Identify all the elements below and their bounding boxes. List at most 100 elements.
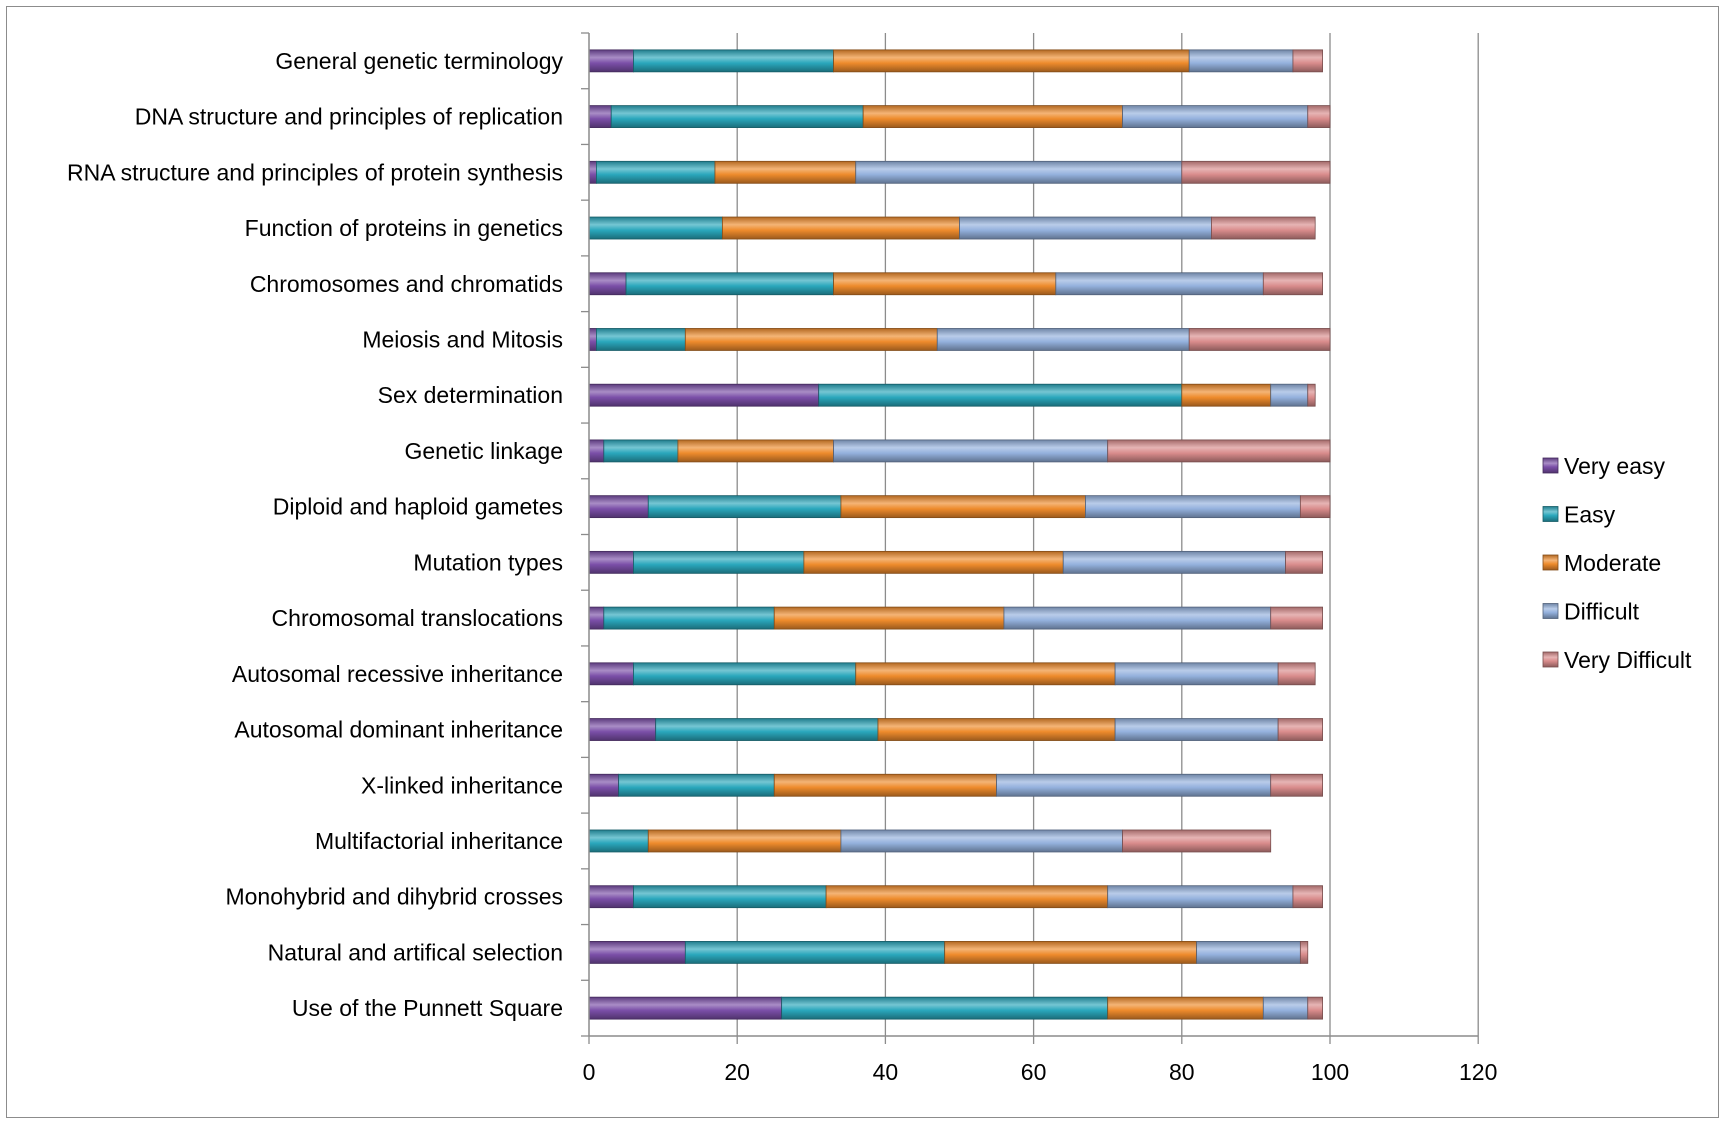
bar-chromosomes-and-chromatids-very-difficult [1262, 272, 1323, 296]
chart-frame [6, 6, 1719, 1118]
bar-genetic-linkage-difficult [833, 439, 1109, 463]
bar-mutation-types-difficult [1062, 550, 1286, 574]
bar-dna-structure-and-principles-of-replication-easy [610, 105, 864, 128]
bar-natural-and-artifical-selection-easy [684, 941, 946, 964]
bar-use-of-the-punnett-square-very-difficult [1307, 996, 1323, 1020]
bar-chromosomes-and-chromatids-moderate [833, 272, 1057, 296]
category-label-diploid-and-haploid-gametes: Diploid and haploid gametes [273, 494, 563, 520]
bar-chromosomes-and-chromatids-very-easy [588, 272, 627, 296]
bar-function-of-proteins-in-genetics-difficult [959, 216, 1212, 240]
legend-label-difficult: Difficult [1564, 599, 1640, 625]
category-label-chromosomes-and-chromatids: Chromosomes and chromatids [250, 271, 563, 297]
bar-autosomal-dominant-inheritance-moderate [877, 718, 1116, 741]
bar-dna-structure-and-principles-of-replication-difficult [1122, 105, 1309, 128]
bar-sex-determination-difficult [1270, 383, 1309, 407]
x-tick-label-120: 120 [1459, 1059, 1497, 1085]
bar-use-of-the-punnett-square-moderate [1107, 996, 1264, 1020]
bar-natural-and-artifical-selection-very-easy [588, 941, 686, 964]
category-label-meiosis-and-mitosis: Meiosis and Mitosis [362, 326, 563, 352]
bar-genetic-linkage-very-easy [588, 439, 605, 463]
bar-x-linked-inheritance-moderate [773, 773, 997, 797]
bar-sex-determination-very-easy [588, 383, 820, 407]
bar-dna-structure-and-principles-of-replication-very-easy [588, 105, 612, 128]
bar-chromosomes-and-chromatids-easy [625, 272, 834, 296]
legend-swatch-difficult [1542, 603, 1559, 619]
bar-sex-determination-easy [818, 383, 1183, 407]
x-tick-label-100: 100 [1311, 1059, 1349, 1085]
bar-chromosomes-and-chromatids-difficult [1055, 272, 1264, 296]
bar-meiosis-and-mitosis-difficult [936, 328, 1190, 351]
bar-rna-structure-and-principles-of-protein-synthesis-difficult [855, 160, 1183, 184]
bar-diploid-and-haploid-gametes-difficult [1085, 495, 1301, 519]
bar-multifactorial-inheritance-easy [588, 829, 649, 853]
bar-x-linked-inheritance-difficult [996, 773, 1272, 797]
bar-chromosomal-translocations-very-difficult [1270, 606, 1323, 630]
category-label-mutation-types: Mutation types [413, 549, 563, 575]
bar-dna-structure-and-principles-of-replication-moderate [862, 105, 1123, 128]
bar-monohybrid-and-dihybrid-crosses-moderate [825, 885, 1109, 909]
legend-swatch-moderate [1542, 554, 1559, 571]
bar-meiosis-and-mitosis-very-difficult [1188, 328, 1331, 351]
bar-monohybrid-and-dihybrid-crosses-easy [633, 885, 827, 909]
legend-swatch-very-difficult [1542, 651, 1559, 668]
bar-meiosis-and-mitosis-very-easy [588, 328, 597, 351]
x-tick-labels: 0 20 40 60 80 100 120 [583, 1059, 1498, 1085]
x-tick-label-60: 60 [1021, 1059, 1047, 1085]
bar-natural-and-artifical-selection-very-difficult [1299, 941, 1309, 964]
bar-general-genetic-terminology-very-easy [588, 49, 634, 73]
bar-rna-structure-and-principles-of-protein-synthesis-very-easy [588, 160, 597, 184]
bar-chromosomal-translocations-very-easy [588, 606, 605, 630]
bar-function-of-proteins-in-genetics-very-difficult [1211, 216, 1316, 240]
category-label-dna-structure-and-principles-of-replication: DNA structure and principles of replicat… [135, 104, 563, 130]
bar-diploid-and-haploid-gametes-very-easy [588, 495, 649, 519]
bar-mutation-types-very-difficult [1285, 550, 1323, 574]
bar-monohybrid-and-dihybrid-crosses-difficult [1107, 885, 1294, 909]
x-tick-label-0: 0 [583, 1059, 596, 1085]
bars [588, 49, 1331, 1020]
bar-autosomal-recessive-inheritance-moderate [855, 662, 1116, 686]
bar-chromosomal-translocations-easy [603, 606, 775, 630]
bar-function-of-proteins-in-genetics-moderate [721, 216, 960, 240]
category-label-autosomal-dominant-inheritance: Autosomal dominant inheritance [234, 717, 563, 743]
bar-use-of-the-punnett-square-easy [781, 996, 1109, 1020]
bar-meiosis-and-mitosis-moderate [684, 328, 938, 351]
bar-autosomal-recessive-inheritance-easy [633, 662, 857, 686]
bar-multifactorial-inheritance-difficult [840, 829, 1123, 853]
legend-label-very-difficult: Very Difficult [1564, 647, 1692, 673]
x-tick-label-80: 80 [1169, 1059, 1195, 1085]
bar-genetic-linkage-moderate [677, 439, 834, 463]
category-label-multifactorial-inheritance: Multifactorial inheritance [315, 828, 563, 854]
bar-mutation-types-moderate [803, 550, 1064, 574]
legend-swatch-very-easy [1542, 457, 1559, 474]
category-label-function-of-proteins-in-genetics: Function of proteins in genetics [245, 215, 563, 241]
bar-general-genetic-terminology-very-difficult [1292, 49, 1323, 73]
category-label-monohybrid-and-dihybrid-crosses: Monohybrid and dihybrid crosses [225, 884, 563, 910]
axes [581, 32, 1479, 1044]
bar-natural-and-artifical-selection-difficult [1196, 941, 1301, 964]
bar-use-of-the-punnett-square-very-easy [588, 996, 783, 1020]
bar-multifactorial-inheritance-moderate [647, 829, 842, 853]
category-label-rna-structure-and-principles-of-protein-synthesis: RNA structure and principles of protein … [67, 159, 563, 185]
bar-dna-structure-and-principles-of-replication-very-difficult [1307, 105, 1331, 128]
category-label-use-of-the-punnett-square: Use of the Punnett Square [292, 995, 563, 1021]
bar-general-genetic-terminology-moderate [833, 49, 1190, 73]
bar-diploid-and-haploid-gametes-very-difficult [1299, 495, 1331, 519]
bar-meiosis-and-mitosis-easy [596, 328, 686, 351]
bar-diploid-and-haploid-gametes-easy [647, 495, 842, 519]
bar-genetic-linkage-very-difficult [1107, 439, 1331, 463]
bar-chromosomal-translocations-moderate [773, 606, 1005, 630]
bar-autosomal-dominant-inheritance-very-difficult [1277, 718, 1323, 741]
bar-rna-structure-and-principles-of-protein-synthesis-very-difficult [1181, 160, 1331, 184]
category-label-natural-and-artifical-selection: Natural and artifical selection [268, 939, 563, 965]
bar-sex-determination-very-difficult [1307, 383, 1316, 407]
legend-label-moderate: Moderate [1564, 550, 1661, 576]
bar-autosomal-recessive-inheritance-very-difficult [1277, 662, 1316, 686]
bar-rna-structure-and-principles-of-protein-synthesis-moderate [714, 160, 857, 184]
bar-general-genetic-terminology-difficult [1188, 49, 1294, 73]
legend-label-easy: Easy [1564, 502, 1616, 528]
category-label-general-genetic-terminology: General genetic terminology [275, 48, 563, 74]
bar-natural-and-artifical-selection-moderate [944, 941, 1198, 964]
legend-swatch-easy [1542, 506, 1559, 522]
bar-x-linked-inheritance-very-difficult [1270, 773, 1323, 797]
category-labels: General genetic terminology DNA structure… [67, 48, 564, 1021]
